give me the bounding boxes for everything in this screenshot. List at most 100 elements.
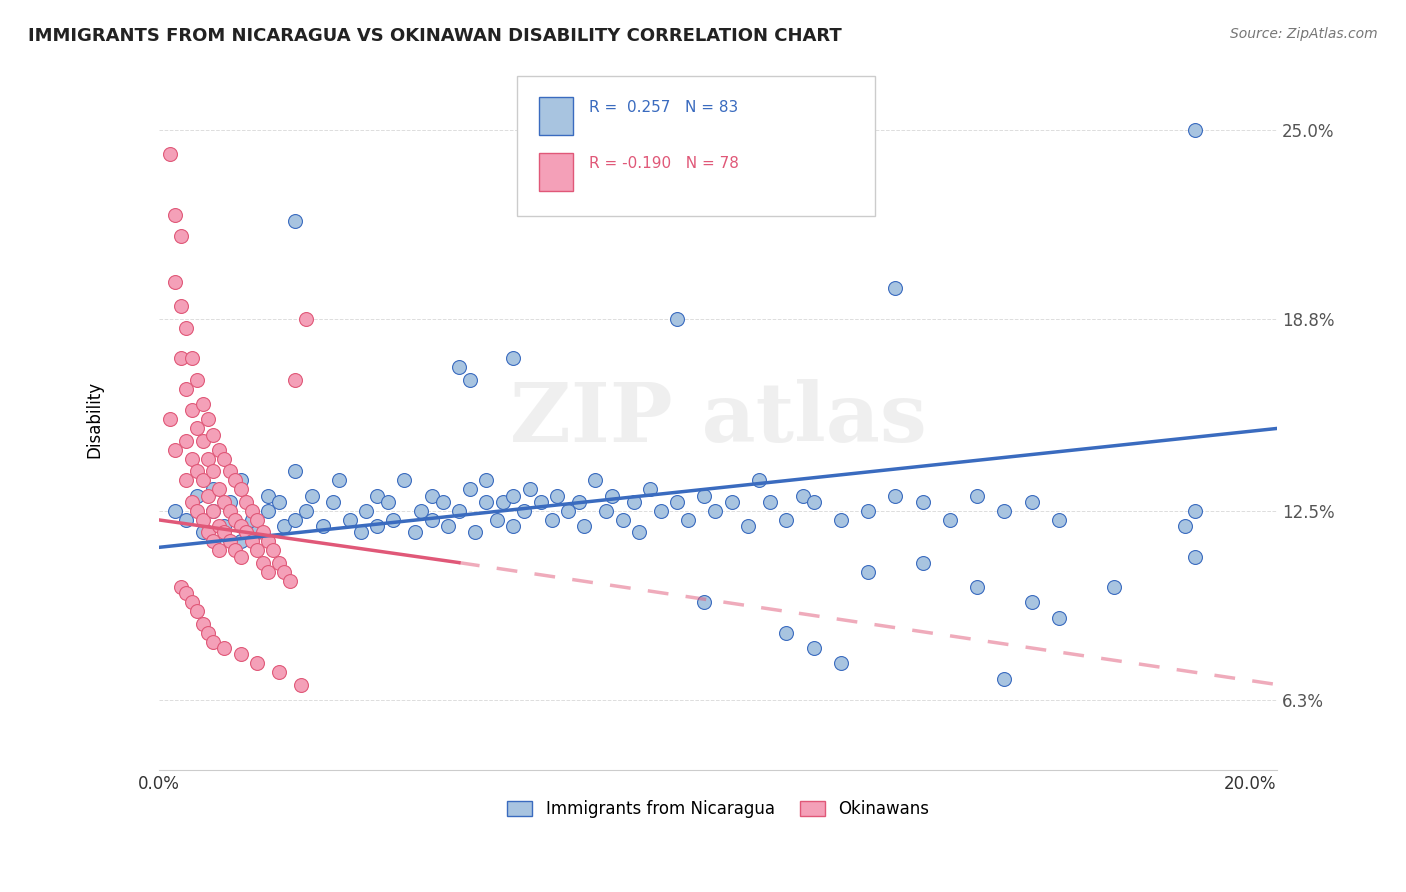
Point xyxy=(546,489,568,503)
Point xyxy=(246,657,269,671)
Point xyxy=(803,640,825,655)
Point xyxy=(240,513,263,527)
Point xyxy=(830,513,852,527)
Point xyxy=(191,616,214,631)
Point xyxy=(993,672,1015,686)
Point xyxy=(165,275,187,289)
Point xyxy=(202,504,225,518)
Point xyxy=(803,494,825,508)
Point xyxy=(202,534,225,549)
Point xyxy=(328,473,350,487)
Point xyxy=(437,519,460,533)
Point xyxy=(993,504,1015,518)
Point xyxy=(884,281,907,295)
Point xyxy=(159,412,181,426)
Point xyxy=(350,525,373,540)
Point xyxy=(382,513,405,527)
Point xyxy=(267,665,290,680)
Point xyxy=(197,412,219,426)
Point xyxy=(1021,494,1043,508)
Point xyxy=(420,489,443,503)
Point xyxy=(214,525,236,540)
Point xyxy=(650,504,672,518)
Point xyxy=(557,504,579,518)
Bar xyxy=(538,96,572,136)
Point xyxy=(202,464,225,478)
Point xyxy=(792,489,814,503)
Point xyxy=(186,464,208,478)
Point xyxy=(240,534,263,549)
Point xyxy=(284,464,307,478)
Point xyxy=(447,504,470,518)
Point xyxy=(170,351,193,366)
Point xyxy=(568,494,591,508)
Point xyxy=(666,494,689,508)
Point xyxy=(229,534,252,549)
Point xyxy=(1184,122,1206,136)
Point xyxy=(295,311,318,326)
Point xyxy=(612,513,634,527)
Text: Source: ZipAtlas.com: Source: ZipAtlas.com xyxy=(1230,27,1378,41)
Point xyxy=(284,513,307,527)
Point xyxy=(165,442,187,457)
Point xyxy=(180,351,202,366)
Point xyxy=(394,473,416,487)
Point xyxy=(229,483,252,497)
Bar xyxy=(538,153,572,191)
Point xyxy=(174,382,197,396)
Point xyxy=(404,525,426,540)
Point xyxy=(246,543,269,558)
Point xyxy=(627,525,650,540)
Point xyxy=(502,519,524,533)
Point xyxy=(174,320,197,334)
Point xyxy=(229,473,252,487)
Point xyxy=(759,494,782,508)
Legend: Immigrants from Nicaragua, Okinawans: Immigrants from Nicaragua, Okinawans xyxy=(501,794,935,825)
Point xyxy=(720,494,742,508)
Point xyxy=(911,556,934,570)
Point xyxy=(377,494,399,508)
Point xyxy=(366,489,388,503)
Point xyxy=(174,586,197,600)
Point xyxy=(273,519,295,533)
Point xyxy=(262,543,284,558)
Point xyxy=(214,451,236,466)
Point xyxy=(676,513,699,527)
Point xyxy=(218,494,240,508)
Point xyxy=(174,473,197,487)
Point xyxy=(235,494,257,508)
Point xyxy=(214,494,236,508)
Point xyxy=(491,494,513,508)
Point xyxy=(354,504,377,518)
Point xyxy=(464,525,486,540)
Point xyxy=(191,473,214,487)
Point xyxy=(208,483,231,497)
Point xyxy=(1173,519,1195,533)
Point xyxy=(339,513,361,527)
Point xyxy=(432,494,454,508)
Point xyxy=(502,351,524,366)
Point xyxy=(1184,549,1206,564)
Point xyxy=(366,519,388,533)
Point xyxy=(197,489,219,503)
Point xyxy=(295,504,318,518)
Point xyxy=(214,519,236,533)
Point xyxy=(257,565,280,579)
Point xyxy=(1047,610,1070,624)
Point xyxy=(202,504,225,518)
Point xyxy=(623,494,645,508)
Point xyxy=(224,543,246,558)
Point xyxy=(939,513,962,527)
Point xyxy=(170,229,193,244)
Point xyxy=(208,519,231,533)
Point xyxy=(856,565,879,579)
Point xyxy=(186,504,208,518)
Point xyxy=(191,513,214,527)
Point xyxy=(202,483,225,497)
Point xyxy=(278,574,301,588)
Point xyxy=(191,525,214,540)
Point xyxy=(311,519,333,533)
Point xyxy=(186,604,208,618)
Point xyxy=(409,504,432,518)
Point xyxy=(174,513,197,527)
